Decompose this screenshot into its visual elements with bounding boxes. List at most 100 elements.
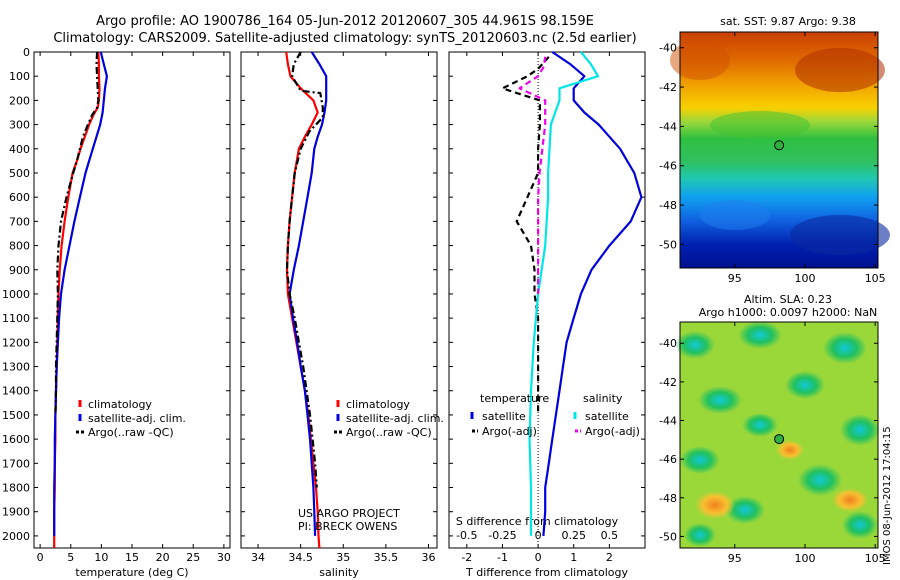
legend-label: Argo(-adj) xyxy=(482,425,537,438)
map-x-tick-label: 105 xyxy=(865,272,886,285)
project-annotation: PI: BRECK OWENS xyxy=(298,520,397,533)
map-y-tick-label: -46 xyxy=(659,453,677,466)
legend-label: satellite-adj. clim. xyxy=(88,412,186,425)
map-y-tick-label: -42 xyxy=(659,81,677,94)
x-tick-label: 34 xyxy=(251,551,265,564)
legend-label: satellite xyxy=(482,410,526,423)
map-y-tick-label: -50 xyxy=(659,238,677,251)
plot-frame xyxy=(33,51,231,549)
y-tick-label: 300 xyxy=(9,119,30,132)
sla-eddy xyxy=(798,464,842,496)
sla-map-title-line1: Altim. SLA: 0.23 xyxy=(744,293,832,306)
float-location-marker xyxy=(774,140,785,151)
y-tick-label: 1800 xyxy=(2,482,30,495)
top-x-tick-label: -0.5 xyxy=(456,529,477,542)
x-tick-label: 15 xyxy=(125,551,139,564)
map-y-tick-label: -46 xyxy=(659,160,677,173)
salinity-panel: 34 34.5 35 35.5 36 salinity climatologysatelli… xyxy=(240,51,444,579)
y-tick-label: 1100 xyxy=(2,312,30,325)
sla-eddy xyxy=(680,446,720,474)
y-tick-label: 800 xyxy=(9,240,30,253)
top-axis-label: S difference from climatology xyxy=(456,515,619,528)
sst-map: sat. SST: 9.87 Argo: 9.38 95 100 105 -40 -42… xyxy=(659,15,890,285)
x-axis-label: salinity xyxy=(319,566,359,579)
map-x-tick-label: 105 xyxy=(865,552,886,565)
sst-green-patch xyxy=(710,111,810,139)
y-tick-label: 1500 xyxy=(2,409,30,422)
sla-map: Altim. SLA: 0.23 Argo h1000: 0.0097 h200… xyxy=(659,293,886,565)
x-tick-label: 5 xyxy=(67,551,74,564)
sst-map-frame xyxy=(679,31,879,269)
x-tick-label: 2 xyxy=(606,551,613,564)
map-y-tick-label: -48 xyxy=(659,199,677,212)
x-tick-label: -1 xyxy=(497,551,508,564)
legend-label: climatology xyxy=(88,398,152,411)
imos-timestamp-label: IMOS 08-Jun-2012 17:04:15 xyxy=(882,426,893,565)
y-tick-label: 2000 xyxy=(2,530,30,543)
x-tick-label: 34.5 xyxy=(288,551,313,564)
y-tick-label: 100 xyxy=(9,70,30,83)
y-tick-label: 400 xyxy=(9,143,30,156)
y-tick-label: 1600 xyxy=(2,433,30,446)
sla-eddy xyxy=(684,523,716,547)
x-tick-label: 35.5 xyxy=(374,551,399,564)
sla-eddy xyxy=(785,371,825,399)
x-axis-label: T difference from climatology xyxy=(465,566,628,579)
series-line xyxy=(288,51,328,536)
legend-label: Argo(-adj) xyxy=(585,425,640,438)
sst-warm-patch xyxy=(670,40,730,80)
difference-panel: -2 -1 0 1 2 T difference from climatology S di… xyxy=(448,51,646,579)
y-tick-label: 1300 xyxy=(2,361,30,374)
legend-label: Argo(..raw -QC) xyxy=(346,426,432,439)
map-y-tick-label: -42 xyxy=(659,376,677,389)
project-annotation: US ARGO PROJECT xyxy=(298,507,400,520)
sla-warm-eddy xyxy=(695,491,735,519)
y-tick-label: 200 xyxy=(9,94,30,107)
sst-cold-patch xyxy=(700,200,770,230)
x-tick-label: 0 xyxy=(535,551,542,564)
figure-title-line1: Argo profile: AO 1900786_164 05-Jun-2012… xyxy=(96,14,594,29)
y-tick-label: 1700 xyxy=(2,457,30,470)
series-line xyxy=(542,51,643,536)
sla-eddies xyxy=(675,321,880,547)
map-y-tick-label: -40 xyxy=(659,337,677,350)
sla-eddy xyxy=(675,331,715,359)
legend-label: satellite-adj. clim. xyxy=(346,412,444,425)
map-y-tick-label: -40 xyxy=(659,42,677,55)
x-tick-label: 30 xyxy=(217,551,231,564)
map-y-tick-label: -44 xyxy=(659,415,677,428)
map-x-tick-label: 95 xyxy=(728,272,742,285)
map-y-tick-label: -44 xyxy=(659,120,677,133)
top-x-tick-label: -0.25 xyxy=(488,529,516,542)
sla-warm-eddy xyxy=(776,440,804,460)
series-line xyxy=(518,56,547,294)
y-tick-label: 0 xyxy=(23,46,30,59)
map-x-tick-label: 100 xyxy=(794,272,815,285)
x-tick-label: 1 xyxy=(570,551,577,564)
sla-map-axes: 95 100 105 -40 -42 -44 -46 -48 -50 xyxy=(659,322,886,565)
y-tick-label: 900 xyxy=(9,264,30,277)
float-location-marker xyxy=(774,434,785,445)
sst-map-title: sat. SST: 9.87 Argo: 9.38 xyxy=(720,15,856,28)
plot-frame xyxy=(448,51,646,549)
y-tick-label: 1000 xyxy=(2,288,30,301)
legend-label: satellite xyxy=(585,410,629,423)
series-line xyxy=(501,56,550,415)
x-tick-label: 20 xyxy=(156,551,170,564)
legend-title-temperature: temperature xyxy=(480,392,549,405)
temperature-panel: 0100200300400500600700800900100011001200… xyxy=(2,46,231,579)
legend-title-salinity: salinity xyxy=(583,392,623,405)
top-x-tick-label: 0.25 xyxy=(561,529,586,542)
legend-label: climatology xyxy=(346,398,410,411)
sla-eddy xyxy=(698,386,742,414)
sla-eddy xyxy=(742,413,778,437)
series-line xyxy=(53,51,108,536)
y-tick-label: 1200 xyxy=(2,336,30,349)
x-tick-label: 35 xyxy=(336,551,350,564)
map-x-tick-label: 95 xyxy=(728,552,742,565)
map-y-tick-label: -48 xyxy=(659,492,677,505)
sla-warm-eddy xyxy=(832,488,868,512)
sst-warm-patch xyxy=(795,48,885,92)
y-tick-label: 1400 xyxy=(2,385,30,398)
